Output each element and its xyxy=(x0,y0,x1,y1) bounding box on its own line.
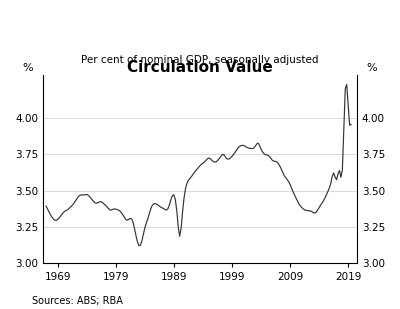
Text: %: % xyxy=(367,63,377,73)
Text: %: % xyxy=(23,63,33,73)
Text: Sources: ABS; RBA: Sources: ABS; RBA xyxy=(32,296,123,306)
Text: Per cent of nominal GDP, seasonally adjusted: Per cent of nominal GDP, seasonally adju… xyxy=(81,55,319,65)
Title: Circulation Value: Circulation Value xyxy=(127,60,273,75)
